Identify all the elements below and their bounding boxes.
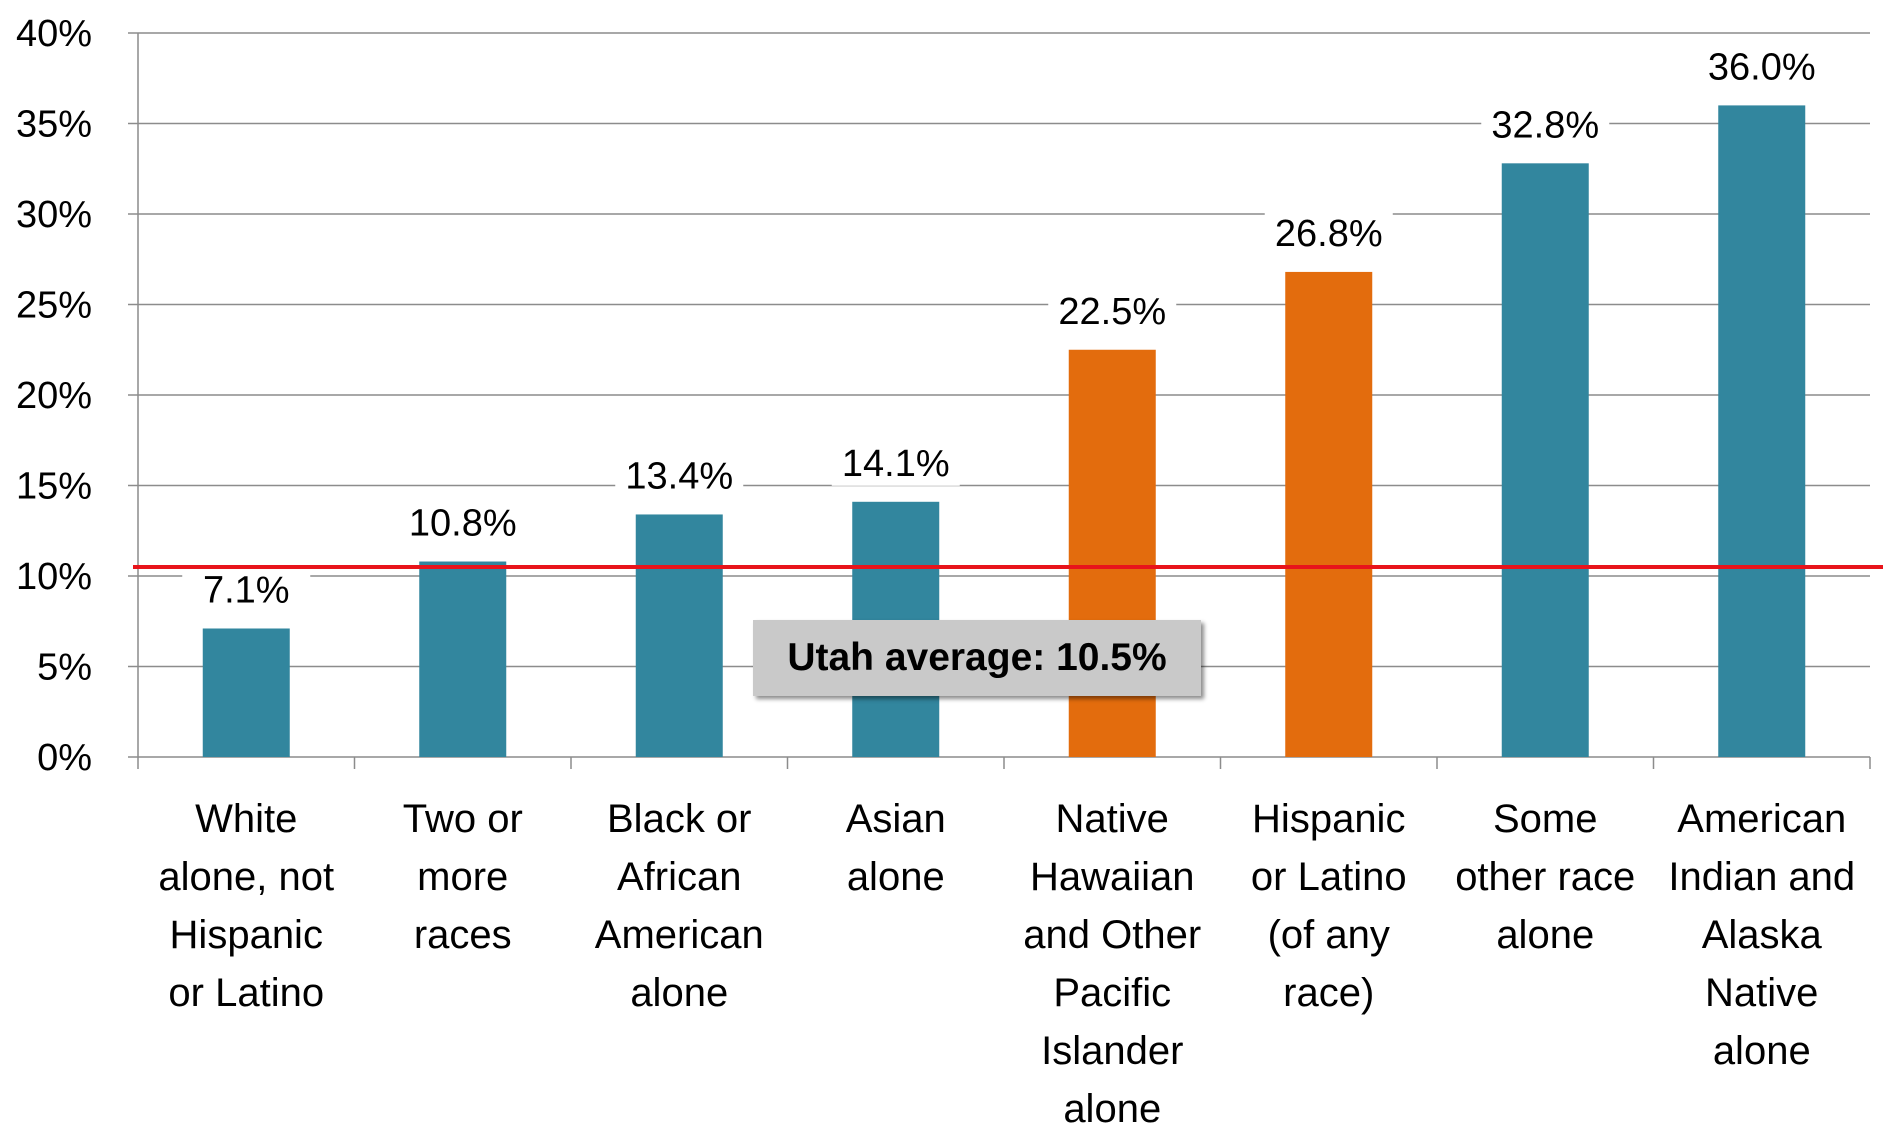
- category-label: White alone, not Hispanic or Latino: [158, 797, 334, 1015]
- category-labels: White alone, not Hispanic or Latino Two or mo…: [158, 797, 1855, 1131]
- data-label: 26.8%: [1275, 213, 1383, 255]
- y-tick-label: 0%: [37, 737, 92, 779]
- data-label-bg: [398, 499, 527, 546]
- y-tick-label: 40%: [16, 13, 92, 55]
- y-tick-label: 30%: [16, 194, 92, 236]
- data-label: 7.1%: [203, 569, 290, 611]
- data-label: 13.4%: [625, 455, 733, 497]
- y-axis: 0% 5% 10% 15% 20% 25% 30% 35% 40%: [16, 13, 139, 779]
- y-tick-label: 20%: [16, 375, 92, 417]
- data-label-bg: [1264, 209, 1393, 256]
- data-labels: 7.1% 10.8% 13.4% 14.1% 22.5% 26.8% 32.8% 36.0%: [182, 43, 1826, 613]
- gridlines: [138, 32, 1870, 668]
- y-tick-label: 10%: [16, 556, 92, 598]
- category-label: American Indian and Alaska Native alone: [1668, 797, 1855, 1073]
- category-label: Asian alone: [846, 797, 946, 899]
- y-tick-label: 25%: [16, 285, 92, 327]
- data-label: 10.8%: [409, 503, 517, 545]
- y-tick-label: 15%: [16, 466, 92, 508]
- data-label: 14.1%: [842, 443, 950, 485]
- bar: [1718, 105, 1806, 757]
- data-label-bg: [831, 439, 960, 486]
- data-label: 22.5%: [1058, 291, 1166, 333]
- bar: [202, 628, 290, 757]
- data-label-bg: [615, 452, 744, 499]
- bar: [419, 561, 507, 757]
- category-label: Some other race alone: [1455, 797, 1635, 957]
- x-axis: [137, 756, 1871, 769]
- data-label-bg: [182, 566, 311, 613]
- bar: [1501, 163, 1589, 757]
- category-label: Two or more races: [403, 797, 523, 957]
- utah-average-callout: Utah average: 10.5%: [753, 620, 1201, 696]
- data-label: 36.0%: [1708, 46, 1816, 88]
- y-tick-label: 35%: [16, 104, 92, 146]
- category-label: Hispanic or Latino (of any race): [1251, 797, 1407, 1015]
- data-label-bg: [1481, 101, 1610, 148]
- data-label-bg: [1048, 287, 1177, 334]
- data-label: 32.8%: [1491, 104, 1599, 146]
- bar: [635, 514, 723, 757]
- category-label: Native Hawaiian and Other Pacific Islander al…: [1023, 797, 1201, 1131]
- data-label-bg: [1697, 43, 1826, 90]
- category-label: Black or African American alone: [595, 797, 764, 1015]
- bar: [1285, 271, 1373, 757]
- y-tick-label: 5%: [37, 647, 92, 689]
